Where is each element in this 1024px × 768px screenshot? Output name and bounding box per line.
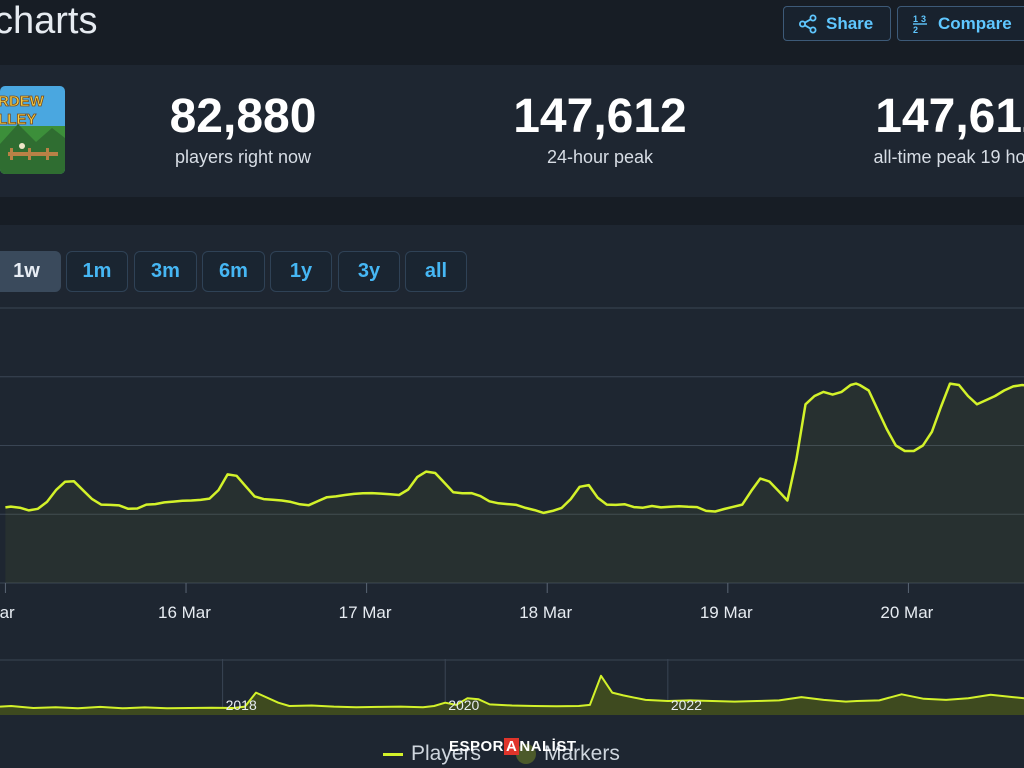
range-3y[interactable]: 3y [338, 251, 400, 292]
stat-label: 24-hour peak [546, 147, 654, 167]
x-tick-label-2: 17 Mar [338, 603, 392, 622]
compare-button[interactable]: 1 3 2 Compare [897, 6, 1024, 41]
range-1w[interactable]: 1w [0, 251, 61, 292]
stat-current-players: 82,880 players right now [143, 89, 343, 168]
page-title: charts [0, 0, 98, 42]
watermark-logo: ESPOR A NALİST [449, 738, 577, 755]
x-tick-label-5: 20 Mar [880, 603, 934, 622]
nav-year-label-2: 2022 [670, 697, 702, 713]
game-cover-text-2: LLEY [0, 111, 36, 128]
stat-24h-peak: 147,612 24-hour peak [490, 89, 710, 168]
range-1y[interactable]: 1y [270, 251, 332, 292]
range-all[interactable]: all [405, 251, 467, 292]
legend-markers-swatch [516, 744, 536, 764]
share-button[interactable]: Share [783, 6, 891, 41]
nav-players-area [0, 675, 1024, 715]
range-6m[interactable]: 6m [202, 251, 265, 292]
compare-label: Compare [938, 13, 1012, 33]
nav-year-label-1: 2020 [448, 697, 480, 713]
nav-players-line [0, 674, 1024, 710]
chart-panel [0, 225, 1024, 768]
compare-icon: 1 3 2 [912, 13, 930, 35]
range-1m[interactable]: 1m [66, 251, 128, 292]
legend-players-label: Players [411, 742, 482, 765]
x-tick-label-4: 19 Mar [699, 603, 753, 622]
legend-markers-label: Markers [544, 742, 620, 765]
stat-value: 82,880 [169, 90, 317, 143]
game-cover-image: RDEW LLEY [0, 86, 65, 174]
stat-label: all-time peak 19 hours [873, 147, 1024, 167]
range-3m[interactable]: 3m [134, 251, 197, 292]
stat-label: players right now [174, 147, 312, 167]
stat-all-time-peak: 147,612 all-time peak 19 hours [832, 89, 1024, 168]
x-tick-label-3: 18 Mar [519, 603, 573, 622]
players-area [5, 383, 1024, 583]
players-series-line [5, 382, 1024, 515]
game-cover-text-1: RDEW [0, 93, 45, 110]
stat-value: 147,612 [875, 90, 1024, 143]
svg-text:1: 1 [913, 14, 918, 24]
players-line-chart[interactable] [0, 300, 1024, 600]
svg-text:3: 3 [921, 14, 926, 24]
svg-text:2: 2 [913, 25, 918, 35]
stats-panel [0, 65, 1024, 197]
share-icon [798, 14, 818, 34]
legend-players-swatch [383, 752, 403, 756]
x-tick-label-1: 16 Mar [158, 603, 211, 622]
legend-markers[interactable]: Markers [516, 742, 620, 766]
nav-year-label-0: 2018 [225, 697, 257, 713]
legend-players[interactable]: Players [383, 742, 481, 766]
x-tick-label-0: Mar [0, 603, 15, 622]
stat-value: 147,612 [513, 90, 687, 143]
share-label: Share [826, 13, 874, 33]
navigator-chart[interactable] [0, 655, 1024, 717]
